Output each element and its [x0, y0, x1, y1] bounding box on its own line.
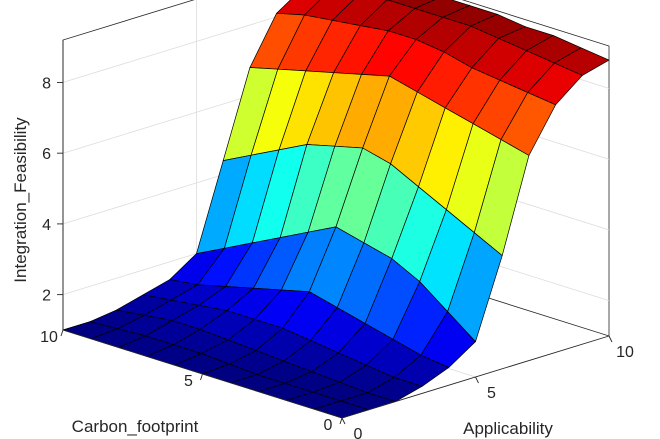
z-tick-label: 8: [42, 75, 51, 92]
y-tick-label: 5: [487, 385, 496, 402]
y-tick: [475, 376, 479, 384]
x-tick-label: 5: [184, 373, 193, 390]
y-tick: [341, 417, 346, 425]
z-tick-label: 6: [42, 146, 51, 163]
surface-mesh: [62, 0, 610, 419]
z-tick-label: 2: [42, 288, 51, 305]
y-axis-label: Applicability: [463, 419, 553, 438]
z-axis-label: Integration_Feasibility: [11, 117, 30, 283]
axis-ticks: 0 5 10 0 5 10 2 4 6 8: [40, 75, 634, 439]
x-axis-label: Carbon_footprint: [72, 417, 199, 436]
x-tick: [200, 373, 203, 381]
x-tick: [339, 417, 343, 425]
z-tick-label: 4: [42, 217, 51, 234]
y-tick-label: 10: [616, 344, 634, 361]
y-tick-label: 0: [354, 426, 363, 439]
x-tick: [60, 329, 64, 337]
x-tick-label: 0: [324, 417, 333, 434]
x-tick-label: 10: [40, 329, 58, 346]
y-tick: [608, 335, 613, 343]
